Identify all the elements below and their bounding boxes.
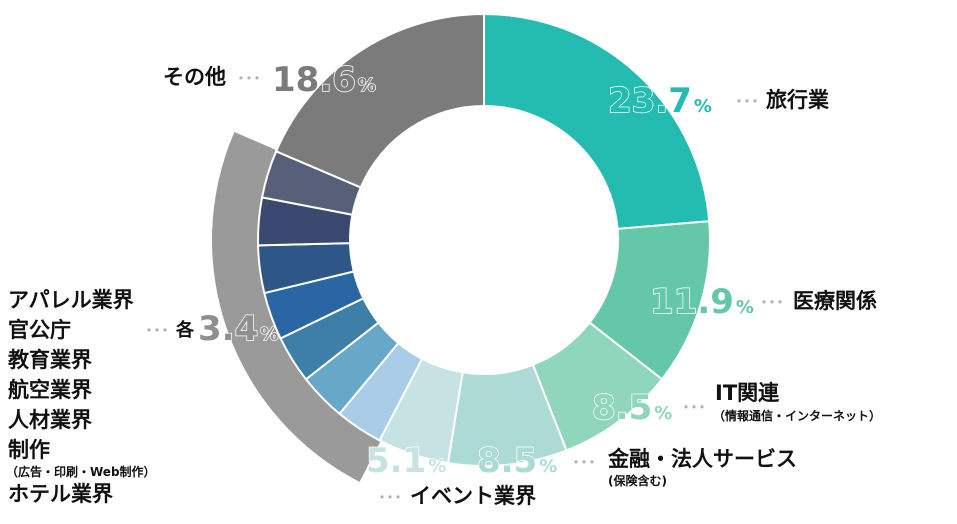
group-item-7: 制作 (8, 438, 50, 462)
group-item-12: アパレル業界 (8, 288, 134, 312)
group-item-6: ホテル業界 (8, 482, 113, 506)
category-label-1: 旅行業 (766, 88, 830, 112)
leader-dots-3: ･･･ (682, 398, 706, 417)
leader-dots-group: ･･･ (145, 321, 169, 340)
pct-label-5: 5.1% (366, 441, 446, 481)
category-label-4: 金融・法人サービス (607, 447, 797, 471)
category-sublabel-3: （情報通信・インターネット） (713, 408, 881, 423)
pct-label-1: 23.7% (608, 81, 712, 121)
leader-dots-13: ･･･ (237, 69, 261, 88)
group-prefix: 各 (175, 319, 195, 341)
group-item-sublabel-7: （広告・印刷・Web制作） (6, 464, 156, 479)
pct-label-2: 11.9% (650, 282, 754, 322)
category-sublabel-4: (保険含む) (608, 473, 667, 488)
leader-dots-2: ･･･ (760, 293, 784, 312)
group-band (211, 131, 386, 482)
category-label-3: IT関連 (715, 381, 780, 405)
category-label-5: イベント業界 (410, 484, 536, 508)
group-item-10: 教育業界 (8, 348, 92, 372)
slice-1 (483, 12, 711, 230)
pct-label-4: 8.5% (477, 441, 557, 481)
category-label-2: 医療関係 (793, 289, 877, 313)
leader-dots-5: ･･･ (378, 488, 402, 507)
leader-dots-4: ･･･ (572, 453, 596, 472)
category-label-13: その他 (163, 65, 226, 89)
pct-label-13: 18.6% (272, 60, 376, 100)
group-item-8: 人材業界 (8, 408, 92, 432)
group-pct-label: 3.4% (198, 309, 278, 349)
slice-13 (274, 12, 485, 189)
pct-label-3: 8.5% (592, 388, 672, 428)
group-item-9: 航空業界 (8, 378, 92, 402)
leader-dots-1: ･･･ (735, 92, 759, 111)
group-item-11: 官公庁 (8, 318, 71, 342)
